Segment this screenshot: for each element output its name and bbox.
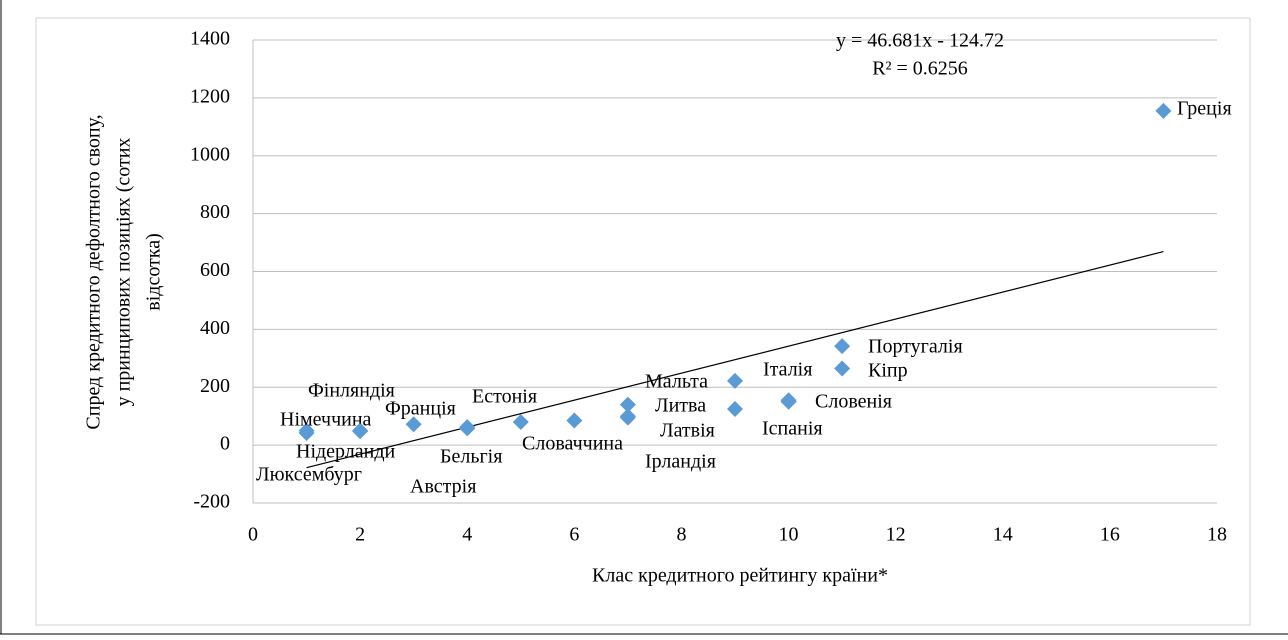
x-tick-label: 8 xyxy=(676,524,686,546)
y-tick-label: 1400 xyxy=(190,28,230,50)
point xyxy=(405,416,422,433)
x-tick-label: 12 xyxy=(886,524,906,546)
y-tick-label: 0 xyxy=(220,433,230,455)
y-axis-title-line: у принципових позиціях (сотих xyxy=(113,138,135,407)
trendline xyxy=(306,250,1164,469)
x-tick-label: 0 xyxy=(248,524,258,546)
point-label: Бельгія xyxy=(440,446,502,468)
point-label: Австрія xyxy=(410,476,476,498)
x-tick-label: 14 xyxy=(993,524,1013,546)
point xyxy=(619,409,636,426)
point-label: Франція xyxy=(385,398,456,420)
point-label: Греція xyxy=(1177,98,1232,120)
point xyxy=(727,372,743,389)
y-tick-label: -200 xyxy=(193,491,230,513)
y-tick-label: 1200 xyxy=(190,85,230,107)
x-tick-label: 10 xyxy=(779,524,799,546)
point-label: Словенія xyxy=(815,391,892,413)
point-label: Латвія xyxy=(660,420,715,442)
y-tick-label: 1000 xyxy=(190,143,230,165)
point xyxy=(352,423,369,440)
trendline-r2: R² = 0.6256 xyxy=(872,58,968,80)
y-tick-label: 400 xyxy=(200,317,230,339)
x-tick-label: 18 xyxy=(1207,524,1227,546)
point-label: Люксембург xyxy=(256,464,362,486)
y-tick-label: 800 xyxy=(200,201,230,223)
point xyxy=(512,413,529,430)
y-tick-label: 200 xyxy=(200,375,230,397)
point-label: Кіпр xyxy=(868,360,908,382)
y-axis-title: Спред кредитного дефолтного свопу, у при… xyxy=(83,114,165,429)
point xyxy=(727,400,743,417)
point-label: Литва xyxy=(655,395,706,417)
point-label: Італія xyxy=(763,359,812,381)
point-label: Португалія xyxy=(868,336,963,358)
x-tick-label: 6 xyxy=(569,524,579,546)
y-tick-label: 600 xyxy=(200,259,230,281)
point xyxy=(834,338,851,355)
trendline-equation: y = 46.681x - 124.72 xyxy=(836,30,1004,52)
point-label: Нідерланди xyxy=(296,441,396,463)
point xyxy=(1155,102,1172,119)
x-axis-title: Клас кредитного рейтингу країни* xyxy=(592,565,888,587)
point xyxy=(566,412,583,429)
x-tick-label: 4 xyxy=(462,524,472,546)
point-label: Словаччина xyxy=(522,433,623,455)
point xyxy=(298,424,315,441)
point xyxy=(834,360,851,377)
point xyxy=(619,396,636,413)
point xyxy=(459,420,476,437)
point-label: Естонія xyxy=(472,386,537,408)
point-label: Ірландія xyxy=(645,451,716,473)
y-axis-title-line: Спред кредитного дефолтного свопу, xyxy=(83,114,105,429)
y-axis-title-line: відсотка) xyxy=(143,233,165,310)
point xyxy=(780,393,797,410)
x-tick-label: 16 xyxy=(1100,524,1120,546)
point-label: Німеччина xyxy=(280,409,372,431)
point-label: Іспанія xyxy=(762,418,823,440)
point-label: Мальта xyxy=(645,371,708,393)
point-label: Фінляндія xyxy=(308,380,395,402)
chart-frame xyxy=(35,17,1251,626)
x-tick-label: 2 xyxy=(355,524,365,546)
